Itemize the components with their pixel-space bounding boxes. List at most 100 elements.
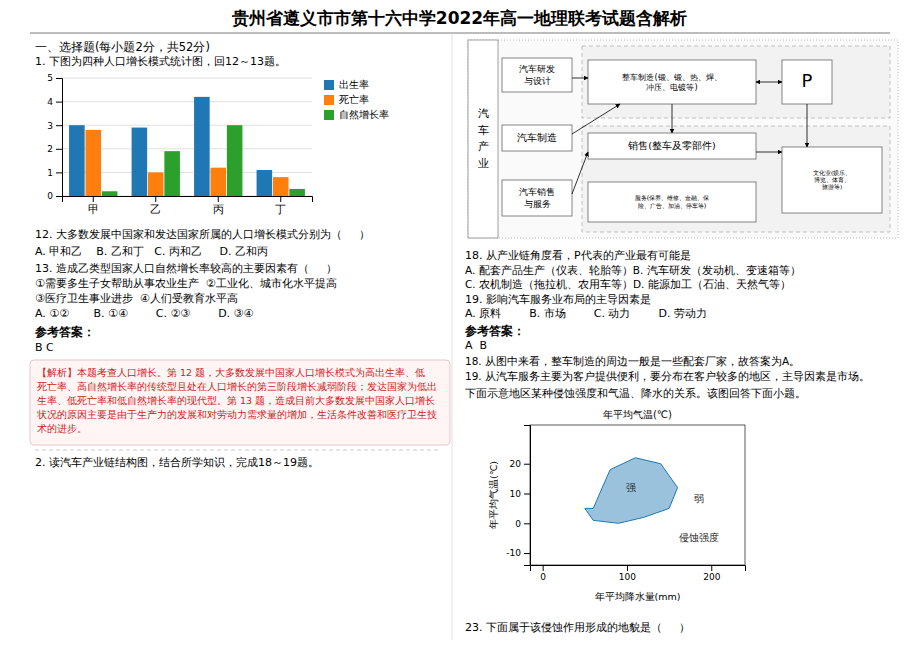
diagram-frame [468, 40, 898, 238]
y-tick-mark [524, 464, 530, 465]
y-axis-line [56, 79, 63, 197]
column-divider [452, 33, 453, 640]
diagram-label: 销售(整车及零部件) [627, 140, 715, 151]
x-tick: 100 [619, 565, 636, 582]
y-tick-label: 0 [515, 519, 521, 529]
diagram-zone [582, 46, 890, 118]
question-text: 12. 大多数发展中国家和发达国家所属的人口增长模式分别为（ ） [35, 228, 370, 241]
x-tick-label: 100 [619, 572, 636, 582]
diagram-label: 整车制造(锻、锻、热、焊、冲压、电镀等) [622, 71, 721, 92]
y-tick: 2 [47, 144, 62, 154]
bar [85, 130, 101, 196]
separator [35, 450, 440, 451]
y-tick-label: 20 [510, 459, 522, 469]
question-text: 18. 从图中来看，整车制造的周边一般是一些配套厂家，故答案为A。 [465, 355, 800, 367]
diagram-label: P [802, 70, 813, 91]
diagram-box [502, 180, 572, 216]
diagram-box [588, 60, 756, 104]
diagram-zone [582, 126, 890, 232]
x-tick: 200 [703, 565, 720, 582]
question-text: ①需要多生子女帮助从事农业生产 ②工业化、城市化水平提高 [35, 277, 337, 290]
y-tick-label: 10 [510, 489, 522, 499]
diagram-arrow [756, 152, 782, 153]
x-tick-label: 丁 [275, 203, 286, 216]
plot-frame [530, 425, 745, 565]
explanation-box [30, 360, 450, 445]
y-tick-mark [56, 196, 62, 197]
diagram-box [468, 40, 498, 238]
x-axis-line [63, 197, 313, 203]
y-tick-label: 3 [47, 121, 53, 131]
x-tick-label: 0 [540, 572, 546, 582]
y-tick: 3 [47, 121, 62, 131]
diagram-label: 汽车制造 [517, 132, 557, 143]
diagram-arrow [572, 104, 620, 134]
bar [210, 168, 226, 196]
legend-label: 出生率 [339, 79, 369, 90]
bar-chart: 甲乙丙丁012345出生率死亡率自然增长率 [47, 73, 389, 215]
question-text: 参考答案： [464, 324, 525, 338]
question-text: 1. 下图为四种人口增长模式统计图，回12～13题。 [35, 55, 286, 68]
y-axis: 012345 [47, 73, 62, 201]
legend-swatch [324, 80, 334, 90]
y-tick: 20 [510, 459, 530, 469]
bar [132, 128, 148, 196]
explanation-text: 【解析】本题考查人口增长。第 12 题，大多数发展中国家人口增长模式为高出生率、… [37, 367, 425, 378]
x-tick-mark [280, 196, 281, 202]
x-tick-mark [711, 565, 712, 571]
y-tick: 1 [47, 168, 62, 178]
y-tick-label: 5 [47, 73, 53, 83]
x-tick-mark [155, 196, 156, 202]
annotation: 强 [626, 482, 636, 493]
question-text: 下面示意地区某种侵蚀强度和气温、降水的关系。该图回答下面小题。 [465, 387, 806, 400]
question-text: 13. 造成乙类型国家人口自然增长率较高的主要因素有（ ） [35, 262, 337, 275]
question-text: 23. 下面属于该侵蚀作用形成的地貌是（ ） [465, 621, 690, 634]
question-text: A. ①② B. ①④ C. ②③ D. ③④ [35, 307, 253, 320]
explanation-text: 生率、低死亡率和低自然增长率的现代型。第 13 题，造成目前大多数发展中国家人口… [37, 395, 435, 406]
annotation: 侵蚀强度 [679, 532, 719, 543]
x-tick: 乙 [150, 196, 161, 216]
title-rule [30, 33, 890, 34]
question-text: A B [465, 339, 487, 352]
diagram-label: 文化业(娱乐、博览、体育、旅游等) [813, 168, 851, 190]
question-text: C. 农机制造（拖拉机、农用车等）D. 能源加工（石油、天然气等） [465, 278, 791, 290]
explanation-text: 术的进步。 [37, 423, 87, 434]
bar [194, 97, 210, 196]
x-tick-mark [218, 196, 219, 202]
bars [69, 97, 305, 196]
diagram-box [588, 182, 756, 222]
bar [148, 172, 164, 196]
title: 贵州省遵义市市第十六中学2022年高一地理联考试题含解析 [231, 8, 687, 28]
explanation-text: 死亡率、高自然增长率的传统型且处在人口增长的第三阶段增长减弱阶段；发达国家为低出 [37, 381, 437, 392]
x-tick-label: 200 [703, 572, 720, 582]
question-text: ③医疗卫生事业进步 ④人们受教育水平高 [35, 292, 238, 305]
bar [227, 125, 243, 196]
chart-title: 年平均气温(℃) [603, 409, 672, 420]
y-tick: -10 [506, 548, 530, 558]
y-tick: 4 [47, 97, 62, 107]
question-text: 一、选择题(每小题2分，共52分) [35, 40, 210, 54]
diagram-label: 汽车产业 [478, 107, 489, 170]
diagram-box [502, 58, 572, 92]
grid [62, 78, 312, 196]
legend-label: 死亡率 [339, 94, 369, 105]
question-text: 2. 读汽车产业链结构图，结合所学知识，完成18～19题。 [35, 456, 319, 469]
y-tick-mark [56, 172, 62, 173]
diagram-box [502, 125, 572, 151]
diagram-arrow [807, 104, 808, 147]
diagram-label: 汽车研发与设计 [519, 64, 555, 86]
question-text: A. 原料 B. 市场 C. 动力 D. 劳动力 [465, 307, 707, 320]
question-text: 19. 影响汽车服务业布局的主导因素是 [465, 293, 651, 306]
diagram-box [588, 133, 756, 159]
grid-line [62, 125, 312, 126]
legend-swatch [324, 95, 334, 105]
x-tick-label: 丙 [213, 203, 224, 216]
question-text: B C [35, 341, 54, 354]
question-text: 18. 从产业链角度看，P代表的产业最有可能是 [465, 249, 691, 262]
x-tick-mark [93, 196, 94, 202]
question-text: 参考答案： [34, 325, 95, 339]
diagram-box [782, 60, 832, 104]
x-tick: 甲 [88, 196, 99, 216]
x-tick-label: 乙 [150, 203, 161, 216]
diagram-arrow [672, 104, 673, 133]
